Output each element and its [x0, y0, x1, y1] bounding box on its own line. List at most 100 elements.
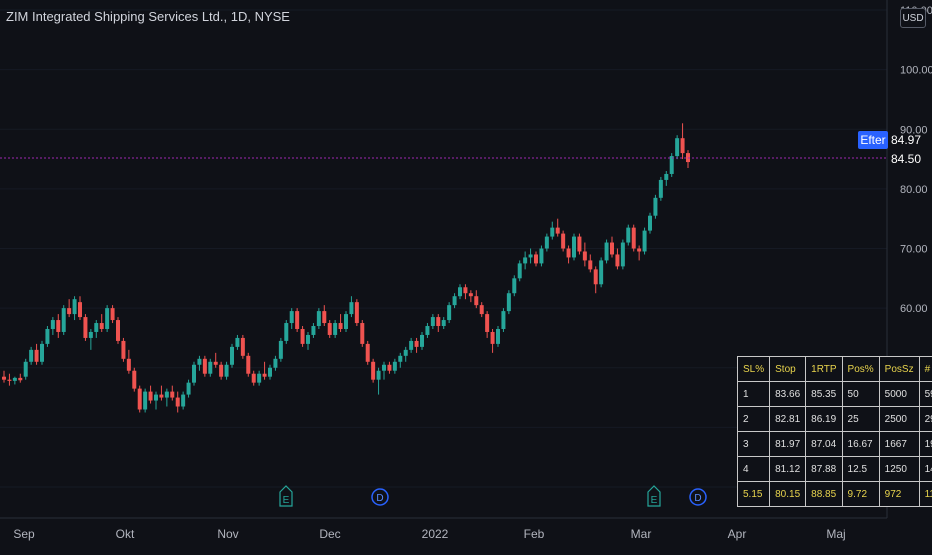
earnings-event-icon[interactable]: E — [648, 486, 660, 506]
table-row: 2 82.81 86.19 25 2500 29 — [738, 407, 932, 432]
candle — [149, 386, 153, 404]
table-header-row: SL% Stop 1RTP Pos% PosSz # — [738, 357, 932, 382]
table-cell: 5.15 — [738, 482, 770, 507]
candle — [594, 266, 598, 293]
candle — [626, 225, 630, 246]
svg-text:E: E — [651, 495, 658, 506]
candle — [518, 260, 522, 281]
candle — [463, 284, 467, 299]
candle — [469, 290, 473, 302]
table-cell: 59 — [919, 382, 932, 407]
candle — [664, 171, 668, 186]
table-cell: 1 — [738, 382, 770, 407]
candle — [371, 359, 375, 383]
candle — [659, 177, 663, 201]
candle — [138, 386, 142, 413]
dividend-event-icon[interactable]: D — [690, 489, 706, 505]
candle — [377, 368, 381, 395]
currency-button[interactable]: USD — [900, 8, 926, 28]
candle — [301, 326, 305, 347]
candle — [214, 353, 218, 368]
candle — [176, 392, 180, 413]
candle — [637, 246, 641, 261]
candle — [18, 374, 22, 383]
table-row: 1 83.66 85.35 50 5000 59 — [738, 382, 932, 407]
candle — [632, 225, 636, 252]
candle — [675, 135, 679, 159]
col-1rtp-header: 1RTP — [806, 357, 842, 382]
candle — [94, 320, 98, 338]
candle — [121, 338, 125, 362]
candle — [83, 314, 87, 341]
candle — [100, 314, 104, 332]
candle — [425, 323, 429, 338]
candle — [105, 305, 109, 332]
candle — [181, 392, 185, 410]
candle — [485, 311, 489, 338]
candle — [252, 371, 256, 386]
col-pos-pct-header: Pos% — [842, 357, 879, 382]
table-cell: 972 — [879, 482, 919, 507]
col-stop-header: Stop — [770, 357, 806, 382]
candle — [474, 290, 478, 308]
candle — [670, 153, 674, 177]
candle — [51, 317, 55, 335]
candle — [132, 368, 136, 392]
table-cell: 85.35 — [806, 382, 842, 407]
svg-text:D: D — [694, 493, 701, 504]
candle — [539, 246, 543, 267]
candle — [230, 344, 234, 368]
candle — [507, 290, 511, 314]
candle — [24, 359, 28, 380]
candle — [219, 362, 223, 380]
table-cell: 1667 — [879, 432, 919, 457]
candle — [279, 338, 283, 362]
table-cell: 5000 — [879, 382, 919, 407]
x-tick-label: Okt — [116, 527, 135, 541]
dividend-event-icon[interactable]: D — [372, 489, 388, 505]
candle — [73, 296, 77, 320]
candle — [2, 371, 6, 383]
table-cell: 3 — [738, 432, 770, 457]
candle — [78, 296, 82, 320]
candle — [225, 362, 229, 380]
y-tick-label: 70.00 — [900, 244, 928, 256]
candle — [442, 317, 446, 329]
candle — [583, 243, 587, 267]
after-hours-label: Efter — [858, 131, 888, 149]
table-cell: 81.12 — [770, 457, 806, 482]
after-hours-price-label: 84.97 — [888, 131, 924, 149]
table-cell: 86.19 — [806, 407, 842, 432]
chart-title: ZIM Integrated Shipping Services Ltd., 1… — [6, 9, 290, 24]
candle — [523, 251, 527, 269]
candle — [577, 234, 581, 255]
candle — [529, 249, 533, 264]
candle — [561, 231, 565, 252]
candle — [387, 362, 391, 374]
candle — [496, 326, 500, 347]
candle — [246, 353, 250, 377]
candle — [89, 329, 93, 350]
candle — [653, 195, 657, 219]
candle — [344, 311, 348, 332]
table-cell: 82.81 — [770, 407, 806, 432]
candle — [143, 389, 147, 413]
table-cell: 88.85 — [806, 482, 842, 507]
candle — [290, 308, 294, 329]
table-row: 3 81.97 87.04 16.67 1667 19 — [738, 432, 932, 457]
candle — [360, 320, 364, 347]
col-sl-pct-header: SL% — [738, 357, 770, 382]
candle — [512, 275, 516, 296]
candle — [436, 314, 440, 332]
x-tick-label: Apr — [728, 527, 747, 541]
candle — [284, 320, 288, 344]
candle — [556, 219, 560, 237]
candle — [257, 371, 261, 386]
candle — [241, 335, 245, 359]
table-cell: 50 — [842, 382, 879, 407]
candle — [431, 314, 435, 329]
col-count-header: # — [919, 357, 932, 382]
earnings-event-icon[interactable]: E — [280, 486, 292, 506]
candle — [588, 254, 592, 272]
table-cell: 14 — [919, 457, 932, 482]
